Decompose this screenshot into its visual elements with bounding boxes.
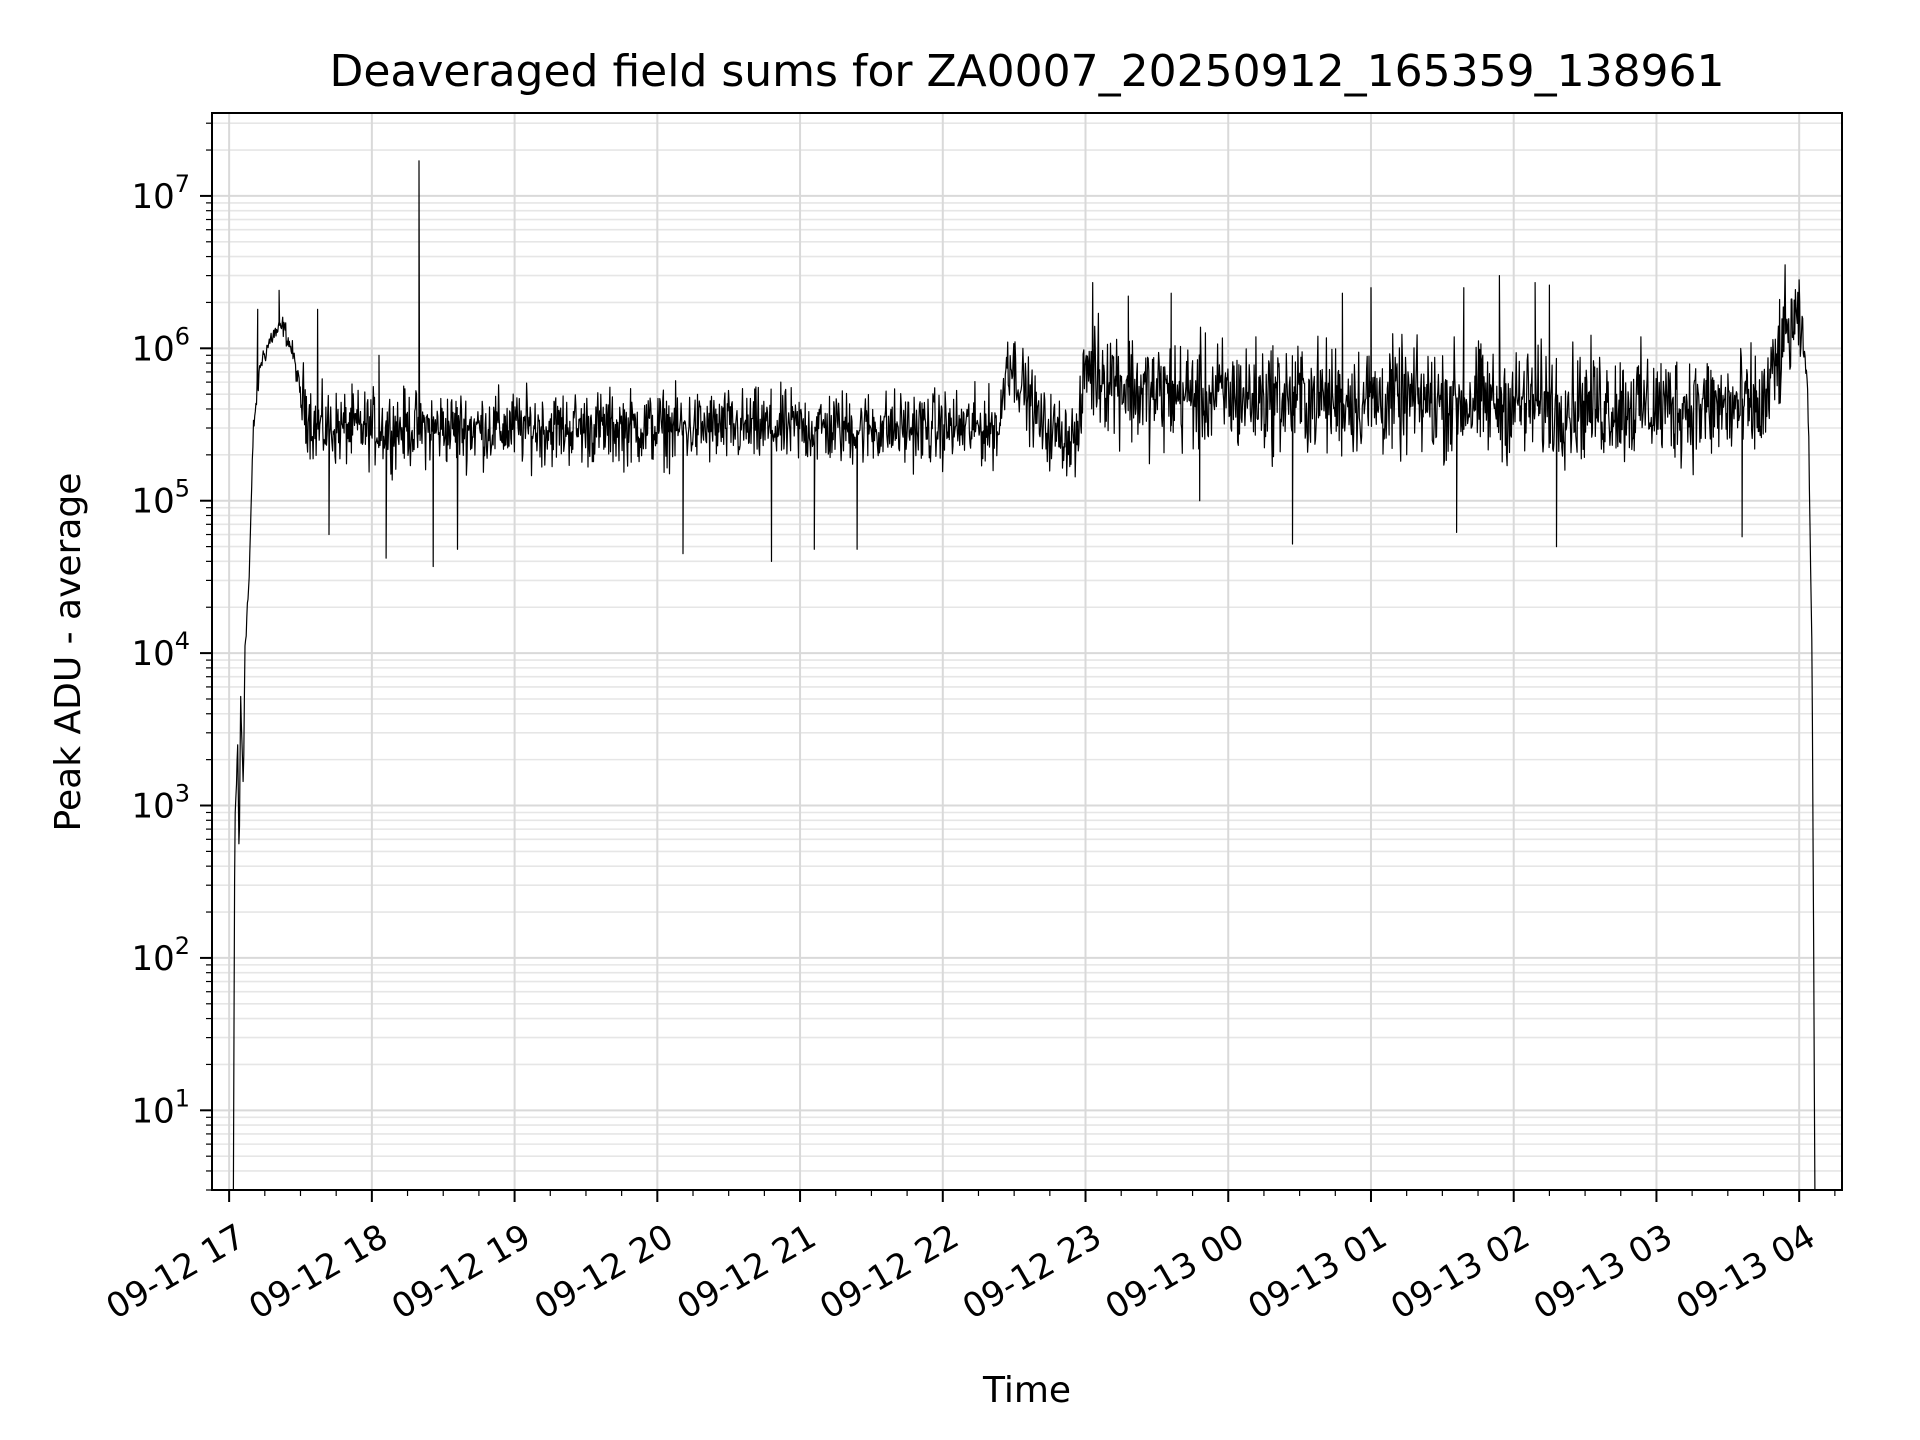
y-tick-label: 101 <box>131 1084 190 1131</box>
y-tick-label: 106 <box>131 322 190 369</box>
series-layer <box>232 160 1816 1191</box>
y-tick-base: 10 <box>131 634 174 674</box>
y-tick-label: 105 <box>131 475 190 522</box>
y-tick-base: 10 <box>131 939 174 979</box>
y-tick-base: 10 <box>131 329 174 369</box>
y-tick-base: 10 <box>131 787 174 827</box>
y-tick-exponent: 1 <box>175 1084 190 1112</box>
y-axis-label: Peak ADU - average <box>48 473 89 832</box>
y-tick-label: 107 <box>131 170 190 217</box>
y-tick-label: 102 <box>131 932 190 979</box>
grid-lines <box>212 113 1842 1191</box>
y-tick-exponent: 7 <box>175 170 190 198</box>
y-tick-exponent: 2 <box>175 932 190 960</box>
series-line <box>232 160 1816 1191</box>
y-tick-base: 10 <box>131 1091 174 1131</box>
y-tick-exponent: 3 <box>175 780 190 808</box>
plot-frame <box>211 112 1843 1191</box>
y-tick-base: 10 <box>131 482 174 522</box>
y-tick-exponent: 4 <box>175 627 190 655</box>
x-axis-label: Time <box>982 1370 1071 1411</box>
y-tick-label: 104 <box>131 627 190 674</box>
y-tick-exponent: 5 <box>175 475 190 503</box>
y-tick-label: 103 <box>131 780 190 827</box>
y-tick-base: 10 <box>131 177 174 217</box>
y-tick-exponent: 6 <box>175 322 190 350</box>
chart-title: Deaveraged field sums for ZA0007_2025091… <box>329 46 1724 97</box>
